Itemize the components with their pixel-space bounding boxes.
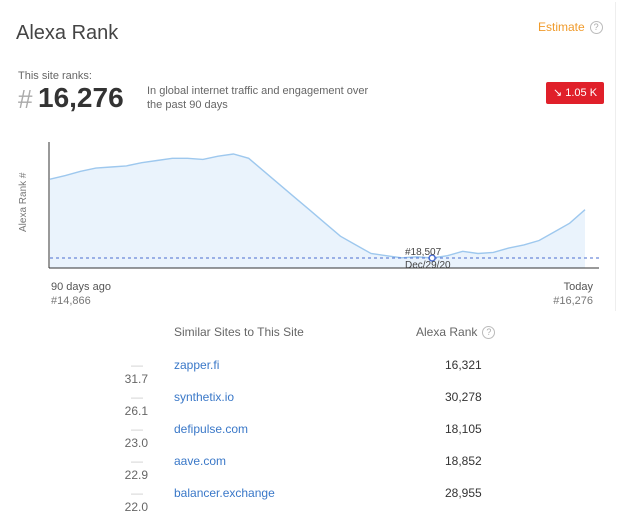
estimate-label[interactable]: Estimate bbox=[538, 20, 585, 34]
panel-title: Alexa Rank bbox=[16, 22, 119, 44]
similarity-score: —22.9 bbox=[108, 454, 148, 482]
x-axis-start: 90 days ago #14,866 bbox=[51, 280, 111, 308]
marker-date-label: Dec/29/20 bbox=[405, 260, 451, 271]
score-dash: — bbox=[131, 358, 143, 372]
x-axis-end: Today #16,276 bbox=[553, 280, 593, 308]
site-link[interactable]: synthetix.io bbox=[174, 390, 235, 404]
score-dash: — bbox=[131, 486, 143, 500]
site-link[interactable]: defipulse.com bbox=[174, 422, 249, 436]
end-label: Today bbox=[563, 281, 593, 293]
similarity-score: —31.7 bbox=[108, 358, 148, 386]
rank-delta-value: 1.05 K bbox=[565, 87, 598, 99]
end-value: #16,276 bbox=[553, 295, 593, 307]
similar-rank-header: Alexa Rank? bbox=[416, 325, 496, 340]
similarity-score: —22.0 bbox=[108, 486, 148, 514]
site-rank: 30,278 bbox=[445, 390, 482, 404]
list-item: —31.7 zapper.fi 16,321 bbox=[0, 358, 619, 386]
similar-sites-header: Similar Sites to This Site bbox=[174, 325, 304, 339]
rank-marker-point[interactable] bbox=[428, 254, 436, 262]
estimate-link[interactable]: Estimate? bbox=[538, 20, 603, 35]
similarity-score: —23.0 bbox=[108, 422, 148, 450]
rank-value: 16,276 bbox=[38, 82, 124, 113]
site-rank: 18,852 bbox=[445, 454, 482, 468]
site-rank: 16,321 bbox=[445, 358, 482, 372]
score-value: 22.0 bbox=[124, 500, 148, 514]
help-icon[interactable]: ? bbox=[589, 21, 603, 35]
ranks-label: This site ranks: bbox=[18, 70, 92, 82]
start-label: 90 days ago bbox=[51, 281, 111, 293]
site-link[interactable]: aave.com bbox=[174, 454, 227, 468]
site-rank: 18,105 bbox=[445, 422, 482, 436]
list-item: —22.0 balancer.exchange 28,955 bbox=[0, 486, 619, 514]
list-item: —23.0 defipulse.com 18,105 bbox=[0, 422, 619, 450]
list-item: —22.9 aave.com 18,852 bbox=[0, 454, 619, 482]
rank-hash: # bbox=[18, 84, 33, 114]
score-value: 23.0 bbox=[124, 436, 148, 450]
trend-down-icon: ↘ bbox=[552, 87, 563, 99]
score-value: 22.9 bbox=[124, 468, 148, 482]
rank-delta-badge: ↘ 1.05 K bbox=[546, 82, 604, 104]
score-value: 31.7 bbox=[124, 372, 148, 386]
site-rank: 28,955 bbox=[445, 486, 482, 500]
rank-area-fill bbox=[50, 154, 585, 268]
site-link[interactable]: balancer.exchange bbox=[174, 486, 275, 500]
alexa-rank-panel: Alexa Rank Estimate? This site ranks: # … bbox=[2, 2, 616, 311]
list-item: —26.1 synthetix.io 30,278 bbox=[0, 390, 619, 418]
score-dash: — bbox=[131, 390, 143, 404]
score-dash: — bbox=[131, 422, 143, 436]
similar-rank-header-label: Alexa Rank bbox=[416, 325, 478, 339]
rank-chart bbox=[48, 142, 599, 269]
rank-line bbox=[49, 153, 586, 259]
marker-rank-label: #18,507 bbox=[405, 247, 442, 258]
site-link[interactable]: zapper.fi bbox=[174, 358, 220, 372]
rank-description: In global internet traffic and engagemen… bbox=[147, 85, 369, 111]
score-dash: — bbox=[131, 454, 143, 468]
score-value: 26.1 bbox=[124, 404, 148, 418]
start-value: #14,866 bbox=[51, 295, 91, 307]
help-icon[interactable]: ? bbox=[482, 326, 496, 340]
similarity-score: —26.1 bbox=[108, 390, 148, 418]
